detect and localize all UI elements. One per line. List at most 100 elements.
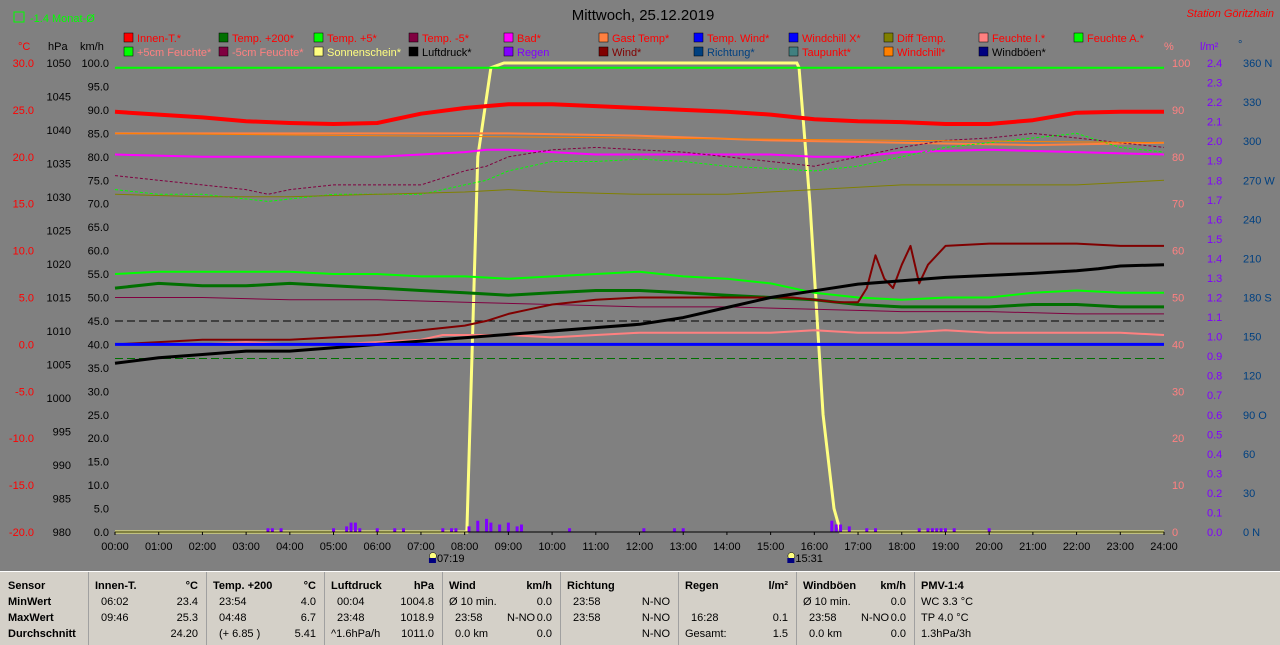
percent-tick-label: 10 xyxy=(1172,480,1184,492)
pressure-tick-label: 995 xyxy=(53,427,71,439)
legend-label: Feuchte I.* xyxy=(992,33,1046,45)
speed-tick-label: 10.0 xyxy=(88,480,109,492)
rain-bar xyxy=(926,528,930,532)
direction-tick-label: 90 O xyxy=(1243,410,1267,422)
legend-label: Windböen* xyxy=(992,47,1047,59)
label-max: MaxWert xyxy=(8,612,54,624)
rain-tick-label: 0.4 xyxy=(1207,449,1222,461)
stats-temp200: Temp. +200 °C 23:54 4.0 04:48 6.7 (+ 6.8… xyxy=(206,572,324,645)
temp200-max-time: 04:48 xyxy=(219,612,247,624)
druck-min-time: 00:04 xyxy=(337,596,365,608)
x-tick-label: 06:00 xyxy=(363,541,391,553)
rain-tick-label: 2.4 xyxy=(1207,58,1222,70)
weather-chart: -1.4 Monat-Ø Mittwoch, 25.12.2019 Statio… xyxy=(8,7,1276,565)
regen-avg-note: Gesamt: xyxy=(685,628,727,640)
regen-unit: l/m² xyxy=(768,580,788,592)
percent-tick-label: 60 xyxy=(1172,246,1184,258)
boeen-max-val: 0.0 xyxy=(890,612,906,624)
legend-label: Windchill* xyxy=(897,47,946,59)
legend-swatch xyxy=(123,32,134,43)
pressure-tick-label: 1000 xyxy=(47,393,71,405)
richtung-max-time: 23:58 xyxy=(573,612,601,624)
rain-bar xyxy=(519,524,523,532)
temp200-unit: °C xyxy=(303,580,316,592)
x-tick-label: 03:00 xyxy=(232,541,260,553)
speed-tick-label: 65.0 xyxy=(88,222,109,234)
rain-tick-label: 0.9 xyxy=(1207,351,1222,363)
regen-title: Regen xyxy=(685,580,719,592)
station-name: Station Göritzhain xyxy=(1187,8,1274,20)
unit-deg: ° xyxy=(1238,39,1242,51)
legend-swatch xyxy=(408,46,419,57)
legend-label: Sonnenschein* xyxy=(327,47,402,59)
series-line xyxy=(114,148,1165,158)
boeen-max-time: 23:58 xyxy=(809,612,837,624)
direction-tick-label: 300 xyxy=(1243,136,1261,148)
richtung-min-val: N-NO xyxy=(641,596,670,608)
pmv-line1: WC 3.3 °C xyxy=(921,596,974,608)
temp200-min-time: 23:54 xyxy=(219,596,247,608)
pressure-tick-label: 985 xyxy=(53,494,71,506)
direction-tick-label: 0 N xyxy=(1243,527,1260,539)
series-line xyxy=(115,132,1165,147)
wind-max-dir: N-NO xyxy=(507,612,536,624)
speed-tick-label: 5.0 xyxy=(94,504,109,516)
direction-tick-label: 240 xyxy=(1243,214,1261,226)
rain-tick-label: 2.2 xyxy=(1207,97,1222,109)
boeen-unit: km/h xyxy=(880,580,906,592)
rain-tick-label: 0.1 xyxy=(1207,507,1222,519)
direction-tick-label: 120 xyxy=(1243,371,1261,383)
x-tick-label: 17:00 xyxy=(844,541,872,553)
speed-tick-label: 50.0 xyxy=(88,293,109,305)
rain-tick-label: 1.3 xyxy=(1207,273,1222,285)
speed-tick-label: 60.0 xyxy=(88,246,109,258)
rain-tick-label: 1.9 xyxy=(1207,156,1222,168)
speed-tick-label: 40.0 xyxy=(88,339,109,351)
boeen-avg-note: 0.0 km xyxy=(809,628,843,640)
legend-label: Temp. -5* xyxy=(422,33,470,45)
speed-tick-label: 20.0 xyxy=(88,433,109,445)
rain-bar xyxy=(454,528,458,532)
rain-bar xyxy=(874,528,878,532)
unit-celsius: °C xyxy=(18,41,30,53)
legend-swatch xyxy=(123,46,134,57)
rain-bar xyxy=(345,526,349,532)
series-line xyxy=(114,242,1164,346)
legend-label: Diff Temp. xyxy=(897,33,946,45)
x-tick-label: 18:00 xyxy=(888,541,916,553)
legend: Innen-T.* Temp. +200* Temp. +5* Temp. -5* Ba… xyxy=(123,32,1145,59)
rain-bar xyxy=(393,528,397,532)
x-axis: 00:00 01:00 02:00 03:00 04:00 05:00 06:00 07:00… xyxy=(101,532,1178,553)
druck-min-val: 1004.8 xyxy=(400,596,434,608)
speed-tick-label: 80.0 xyxy=(88,152,109,164)
rain-tick-label: 0.2 xyxy=(1207,488,1222,500)
direction-tick-label: 210 xyxy=(1243,253,1261,265)
percent-tick-label: 50 xyxy=(1172,293,1184,305)
rain-bar xyxy=(353,522,357,532)
stats-labels: Sensor MinWert MaxWert Durchschnitt xyxy=(0,572,88,645)
x-tick-label: 24:00 xyxy=(1150,541,1178,553)
legend-label: -5cm Feuchte* xyxy=(232,47,304,59)
speed-tick-label: 35.0 xyxy=(88,363,109,375)
rain-bar xyxy=(358,528,362,532)
rain-tick-label: 1.2 xyxy=(1207,293,1222,305)
rain-tick-label: 0.5 xyxy=(1207,429,1222,441)
legend-label: Temp. +5* xyxy=(327,33,378,45)
legend-label: Richtung* xyxy=(707,47,755,59)
percent-tick-label: 90 xyxy=(1172,105,1184,117)
speed-tick-label: 95.0 xyxy=(88,81,109,93)
speed-tick-label: 25.0 xyxy=(88,410,109,422)
temp-tick-label: -20.0 xyxy=(9,527,34,539)
legend-swatch xyxy=(218,46,229,57)
stats-richtung: Richtung 23:58 N-NO 23:58 N-NO N-NO xyxy=(560,572,678,645)
pressure-tick-label: 1030 xyxy=(47,192,71,204)
temp200-avg-note: (+ 6.85 ) xyxy=(219,628,261,640)
speed-tick-label: 70.0 xyxy=(88,199,109,211)
stats-druck: Luftdruck hPa 00:04 1004.8 23:48 1018.9 … xyxy=(324,572,442,645)
x-tick-label: 19:00 xyxy=(932,541,960,553)
legend-label: Gast Temp* xyxy=(612,33,670,45)
rain-bar xyxy=(441,528,445,532)
direction-tick-label: 330 xyxy=(1243,97,1261,109)
rain-bar xyxy=(279,528,283,532)
legend-label: Bad* xyxy=(517,33,542,45)
